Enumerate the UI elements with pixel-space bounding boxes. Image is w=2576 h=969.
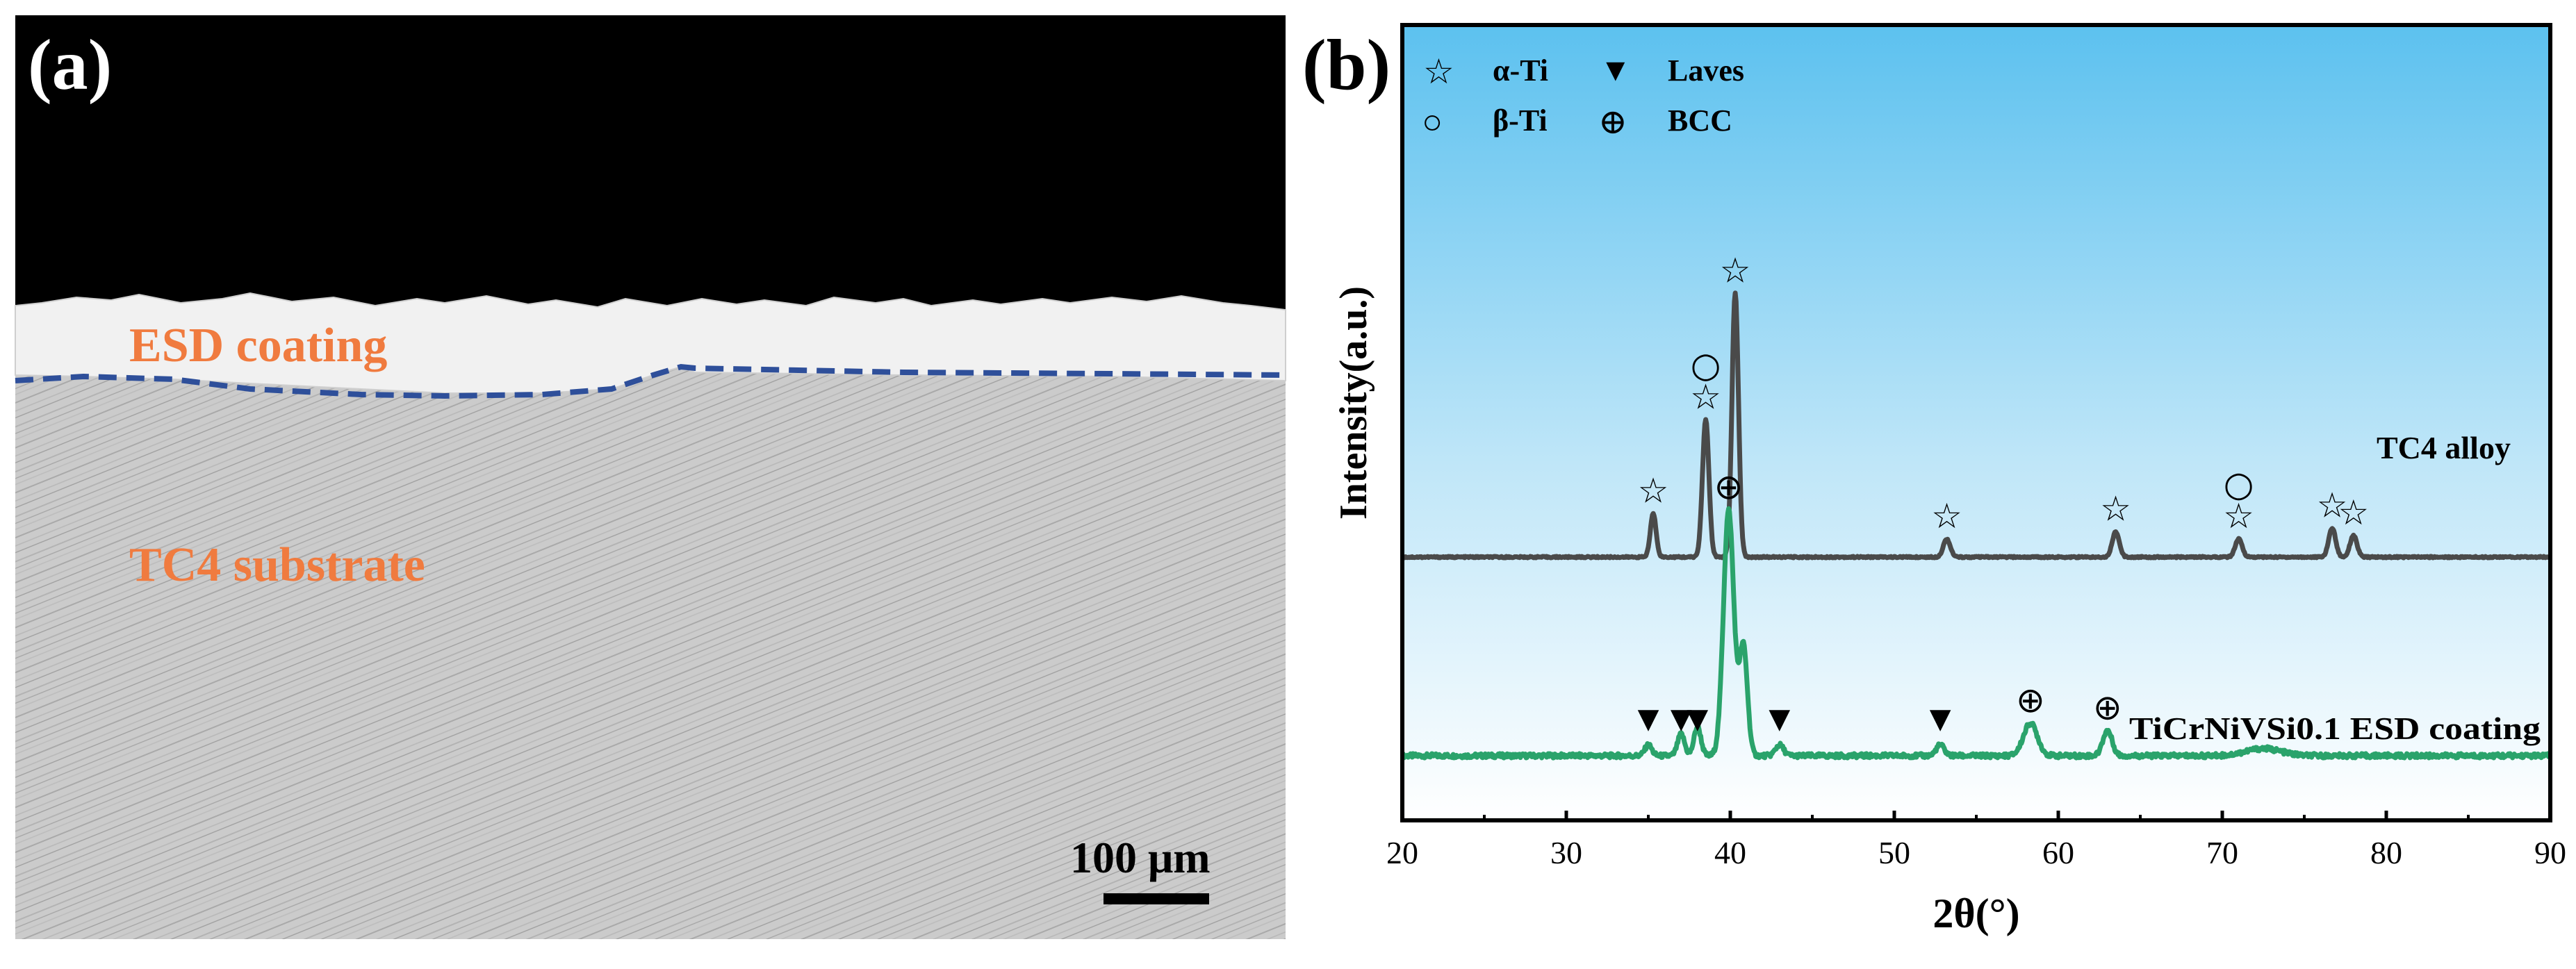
x-tick-label: 70 — [2206, 835, 2238, 870]
legend: ☆ α-Ti ▼ Laves ○ β-Ti ⊕ BCC — [1422, 52, 1744, 141]
coating-interface-line — [15, 363, 1286, 399]
x-tick-label: 60 — [2042, 835, 2074, 870]
legend-label-alpha: α-Ti — [1493, 53, 1548, 88]
peak-marker: ☆ — [2338, 492, 2369, 533]
peak-marker: ☆ — [1931, 496, 1962, 536]
legend-symbol-alpha: ☆ — [1423, 52, 1454, 91]
series-label-coating: TiCrNiVSi0.1 ESD coating — [2129, 711, 2541, 746]
x-tick-label: 30 — [1550, 835, 1582, 870]
peak-marker: ⊕ — [2093, 688, 2122, 728]
legend-label-laves: Laves — [1668, 53, 1744, 88]
sem-substrate — [15, 361, 1286, 939]
legend-label-beta: β-Ti — [1493, 103, 1548, 138]
peak-marker: ⊕ — [1714, 467, 1744, 507]
legend-label-bcc: BCC — [1668, 103, 1732, 138]
peak-marker: ▼ — [1687, 703, 1708, 735]
x-axis: 20 30 40 50 60 70 80 90 — [1386, 811, 2566, 870]
legend-symbol-laves: ▼ — [1600, 52, 1632, 88]
series-label-tc4: TC4 alloy — [2377, 430, 2511, 465]
peak-marker: ▼ — [1671, 703, 1692, 735]
panel-a-label: (a) — [28, 25, 112, 105]
peak-marker: ▼ — [1638, 703, 1659, 735]
panel-a-image: (a) ESD coating TC4 substrate 100 μm — [15, 15, 1286, 939]
coating-label: ESD coating — [129, 319, 387, 372]
scale-bar-label: 100 μm — [1070, 833, 1211, 882]
peak-marker: ☆ — [2100, 489, 2131, 529]
panel-b-label: (b) — [1302, 25, 1390, 105]
peak-marker: ⊕ — [2016, 680, 2045, 720]
series-line-tc4 — [1402, 290, 2550, 561]
legend-symbol-beta: ○ — [1422, 102, 1443, 141]
peak-marker: ▼ — [1769, 703, 1790, 735]
substrate-label: TC4 substrate — [129, 538, 425, 592]
marker-layer: ☆☆○☆☆ ☆ ☆○☆☆▼ ▼▼⊕▼ ▼ ⊕ ⊕ — [1638, 250, 2370, 735]
scale-bar — [1104, 893, 1209, 904]
series-layer — [1402, 290, 2550, 761]
x-tick-label: 50 — [1878, 835, 1910, 870]
peak-marker: ☆ — [1720, 250, 1751, 290]
x-tick-label: 20 — [1386, 835, 1418, 870]
peak-marker: ☆ — [2317, 485, 2348, 525]
peak-marker: ☆ — [1638, 471, 1669, 511]
series-line-coating — [1402, 506, 2550, 761]
x-tick-label: 90 — [2534, 835, 2566, 870]
x-axis-title: 2θ(°) — [1933, 891, 2019, 936]
peak-marker: ☆ — [1690, 376, 1721, 417]
peak-marker: ☆ — [2223, 496, 2254, 536]
legend-symbol-bcc: ⊕ — [1598, 102, 1627, 141]
peak-marker: ▼ — [1930, 703, 1951, 735]
x-tick-label: 40 — [1714, 835, 1746, 870]
y-axis-title: Intensity(a.u.) — [1332, 286, 1375, 520]
peak-marker: ○ — [1691, 345, 1721, 385]
plot-background — [1402, 25, 2550, 820]
x-tick-label: 80 — [2370, 835, 2402, 870]
peak-marker: ○ — [2224, 464, 2254, 504]
